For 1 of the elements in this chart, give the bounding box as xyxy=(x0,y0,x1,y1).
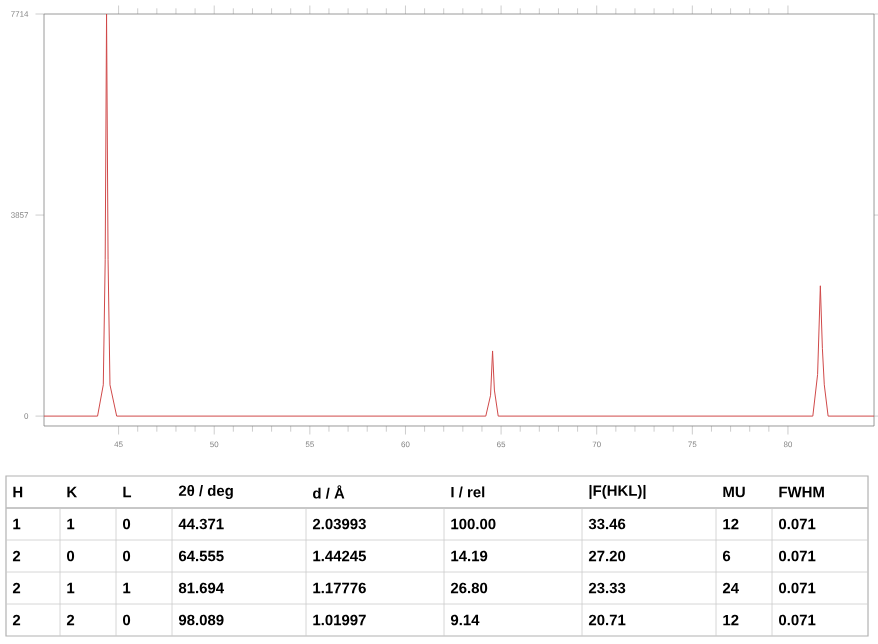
line-series xyxy=(44,14,875,417)
